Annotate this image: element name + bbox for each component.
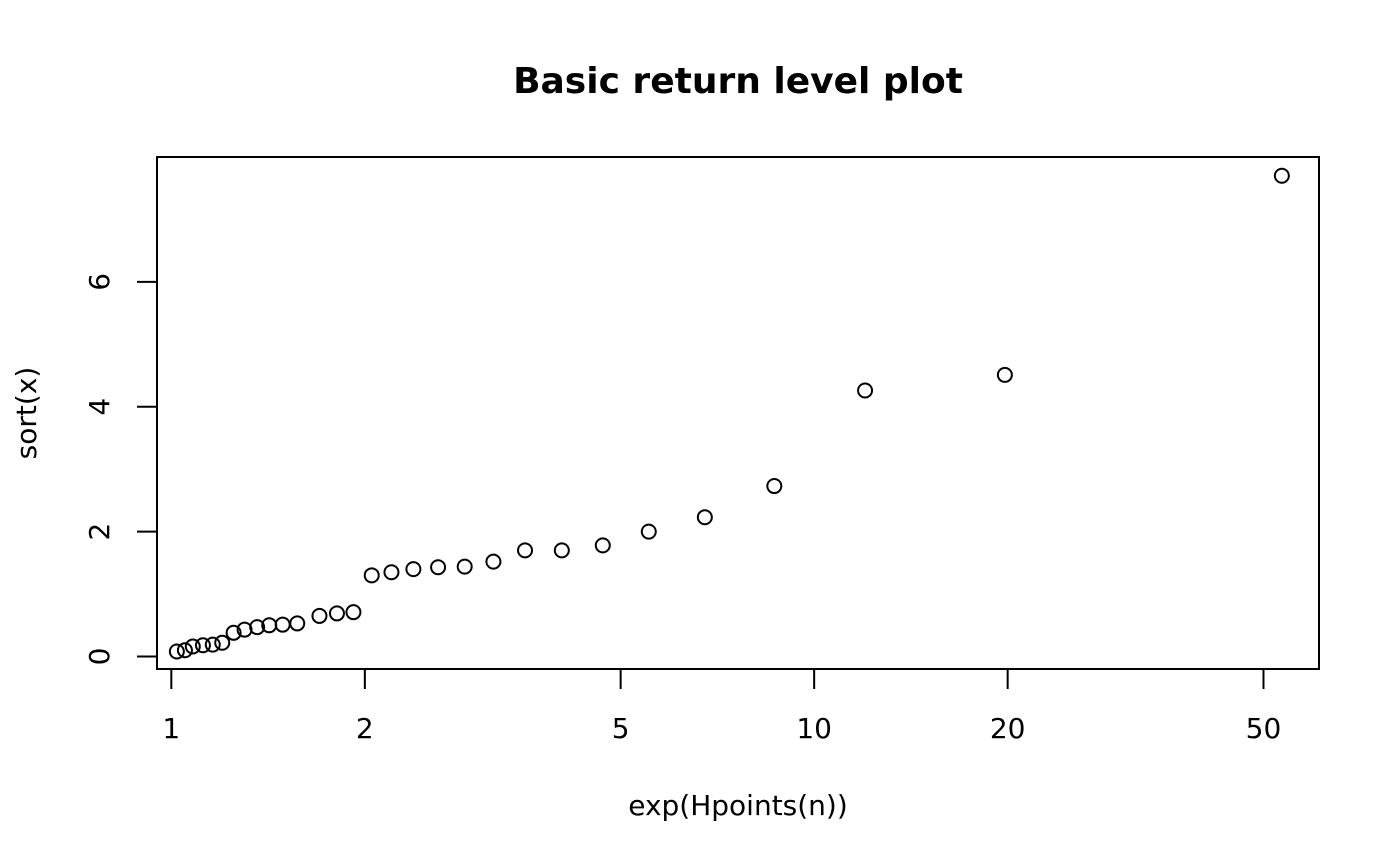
- y-tick-label: 6: [83, 273, 116, 291]
- data-point: [1273, 167, 1290, 184]
- data-point: [640, 523, 657, 540]
- data-point: [289, 615, 306, 632]
- plot-area-frame: [156, 156, 1320, 670]
- data-point: [405, 561, 422, 578]
- chart-title: Basic return level plot: [513, 61, 963, 102]
- data-point: [176, 642, 193, 659]
- data-point: [456, 558, 473, 575]
- x-tick-label: 50: [1246, 712, 1282, 745]
- data-point: [553, 542, 570, 559]
- data-point: [517, 542, 534, 559]
- data-point: [485, 553, 502, 570]
- y-tick-label: 4: [83, 398, 116, 416]
- data-point: [274, 616, 291, 633]
- x-tick-label: 10: [796, 712, 832, 745]
- data-point: [168, 643, 185, 660]
- data-point: [225, 624, 242, 641]
- data-point: [363, 567, 380, 584]
- data-point: [766, 478, 783, 495]
- x-tick-label: 1: [162, 712, 180, 745]
- x-axis: 1 2 5 10 20 50: [162, 668, 1282, 745]
- data-point: [249, 619, 266, 636]
- data-point: [996, 366, 1013, 383]
- y-axis-label: sort(x): [10, 367, 43, 460]
- y-tick-label: 2: [83, 523, 116, 541]
- x-axis-label: exp(Hpoints(n)): [628, 789, 848, 822]
- data-point: [696, 509, 713, 526]
- data-point: [345, 604, 362, 621]
- data-point: [204, 636, 221, 653]
- y-tick-label: 0: [83, 648, 116, 666]
- data-points: [168, 167, 1290, 660]
- data-point: [328, 605, 345, 622]
- y-axis: 0 2 4 6: [83, 273, 158, 666]
- data-point: [594, 537, 611, 554]
- data-point: [311, 607, 328, 624]
- data-point: [383, 564, 400, 581]
- data-point: [214, 634, 231, 651]
- x-tick-label: 20: [990, 712, 1026, 745]
- data-point: [430, 559, 447, 576]
- data-point: [184, 638, 201, 655]
- data-point: [857, 382, 874, 399]
- x-tick-label: 2: [356, 712, 374, 745]
- data-point: [194, 637, 211, 654]
- x-tick-label: 5: [612, 712, 630, 745]
